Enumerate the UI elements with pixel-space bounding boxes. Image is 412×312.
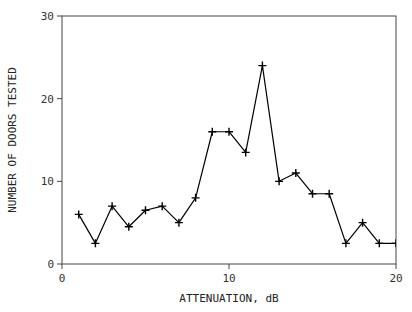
x-tick-label: 20 — [389, 272, 402, 285]
data-point — [142, 206, 150, 214]
y-tick — [57, 264, 62, 265]
data-point — [258, 62, 266, 70]
plot-frame — [62, 16, 396, 264]
data-point — [208, 128, 216, 136]
y-tick-label: 20 — [41, 93, 54, 106]
data-point — [342, 239, 350, 247]
x-tick — [396, 264, 397, 269]
data-point — [175, 219, 183, 227]
data-point — [125, 223, 133, 231]
x-tick-label: 10 — [222, 272, 235, 285]
y-axis-label: NUMBER OF DOORS TESTED — [6, 67, 19, 213]
data-point — [242, 148, 250, 156]
data-point — [75, 210, 83, 218]
data-point — [91, 239, 99, 247]
chart-svg: 0 10 20 0 10 20 30 ATTENUATION, dB NUMBER OF DOO… — [0, 0, 412, 312]
data-group — [75, 62, 396, 248]
data-point — [275, 177, 283, 185]
data-point — [192, 194, 200, 202]
x-axis-label: ATTENUATION, dB — [179, 292, 279, 305]
data-line — [79, 66, 396, 244]
x-tick — [229, 264, 230, 269]
data-point — [292, 169, 300, 177]
data-point — [158, 202, 166, 210]
y-tick — [57, 181, 62, 182]
x-tick-label: 0 — [59, 272, 66, 285]
chart-container: 0 10 20 0 10 20 30 ATTENUATION, dB NUMBER OF DOO… — [0, 0, 412, 312]
y-tick-label: 0 — [47, 258, 54, 271]
y-tick-label: 10 — [41, 175, 54, 188]
data-point — [359, 219, 367, 227]
y-tick-label: 30 — [41, 10, 54, 23]
data-point — [392, 239, 396, 247]
y-axis: 0 10 20 30 — [41, 10, 62, 271]
y-tick — [57, 98, 62, 99]
data-point — [325, 190, 333, 198]
data-point — [108, 202, 116, 210]
x-axis: 0 10 20 — [59, 264, 403, 285]
y-tick — [57, 16, 62, 17]
data-point — [225, 128, 233, 136]
data-point — [309, 190, 317, 198]
x-tick — [62, 264, 63, 269]
data-point — [375, 239, 383, 247]
